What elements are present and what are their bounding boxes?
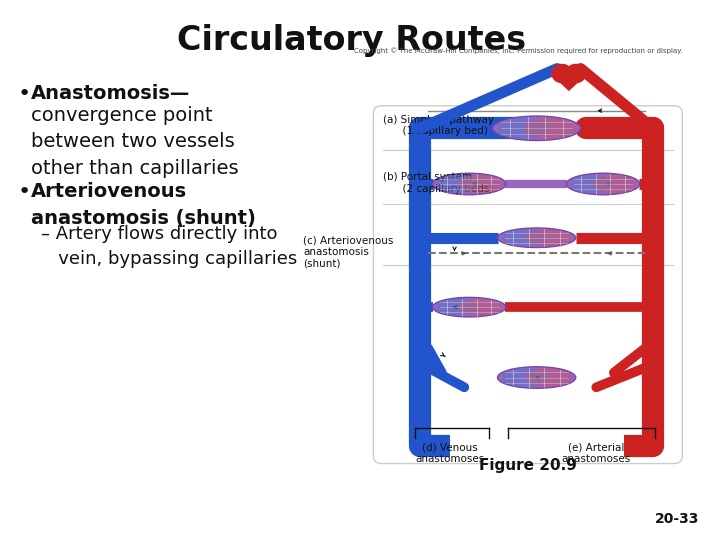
Text: (c) Arteriovenous
anastomosis
(shunt): (c) Arteriovenous anastomosis (shunt)	[303, 236, 393, 269]
Ellipse shape	[498, 228, 576, 247]
Polygon shape	[553, 77, 585, 91]
Text: (b) Portal system
      (2 capillary beds): (b) Portal system (2 capillary beds)	[383, 172, 493, 194]
Ellipse shape	[436, 175, 480, 193]
Text: Figure 20.9: Figure 20.9	[479, 458, 577, 472]
Ellipse shape	[501, 368, 549, 387]
Ellipse shape	[501, 230, 549, 246]
Ellipse shape	[570, 175, 614, 193]
Ellipse shape	[552, 64, 573, 83]
Ellipse shape	[523, 118, 576, 139]
Ellipse shape	[492, 116, 580, 140]
Text: (a) Simplest pathway
      (1 capillary bed): (a) Simplest pathway (1 capillary bed)	[383, 114, 494, 136]
Text: – Artery flows directly into
   vein, bypassing capillaries: – Artery flows directly into vein, bypas…	[41, 225, 297, 268]
Text: •: •	[17, 84, 31, 104]
Ellipse shape	[525, 230, 572, 246]
Text: •: •	[17, 182, 31, 202]
Ellipse shape	[433, 298, 506, 317]
Text: (e) Arterial
anastomoses: (e) Arterial anastomoses	[562, 442, 631, 464]
Ellipse shape	[458, 299, 502, 315]
Text: convergence point
between two vessels
other than capillaries: convergence point between two vessels ot…	[31, 106, 239, 178]
Ellipse shape	[498, 367, 576, 388]
Ellipse shape	[436, 299, 480, 315]
Ellipse shape	[592, 175, 636, 193]
Ellipse shape	[433, 173, 506, 195]
Text: Anastomosis—: Anastomosis—	[31, 84, 191, 103]
Text: 20-33: 20-33	[654, 512, 699, 526]
Ellipse shape	[565, 64, 587, 83]
Ellipse shape	[458, 175, 502, 193]
Text: (d) Venous
anastomoses: (d) Venous anastomoses	[415, 442, 485, 464]
Text: Arteriovenous
anastomosis (shunt): Arteriovenous anastomosis (shunt)	[31, 182, 256, 227]
FancyBboxPatch shape	[374, 106, 683, 463]
Text: Copyright © The McGraw-Hill Companies, Inc. Permission required for reproduction: Copyright © The McGraw-Hill Companies, I…	[354, 47, 683, 54]
Ellipse shape	[525, 368, 572, 387]
Ellipse shape	[497, 118, 550, 139]
Text: Circulatory Routes: Circulatory Routes	[177, 24, 526, 57]
Ellipse shape	[567, 173, 640, 195]
